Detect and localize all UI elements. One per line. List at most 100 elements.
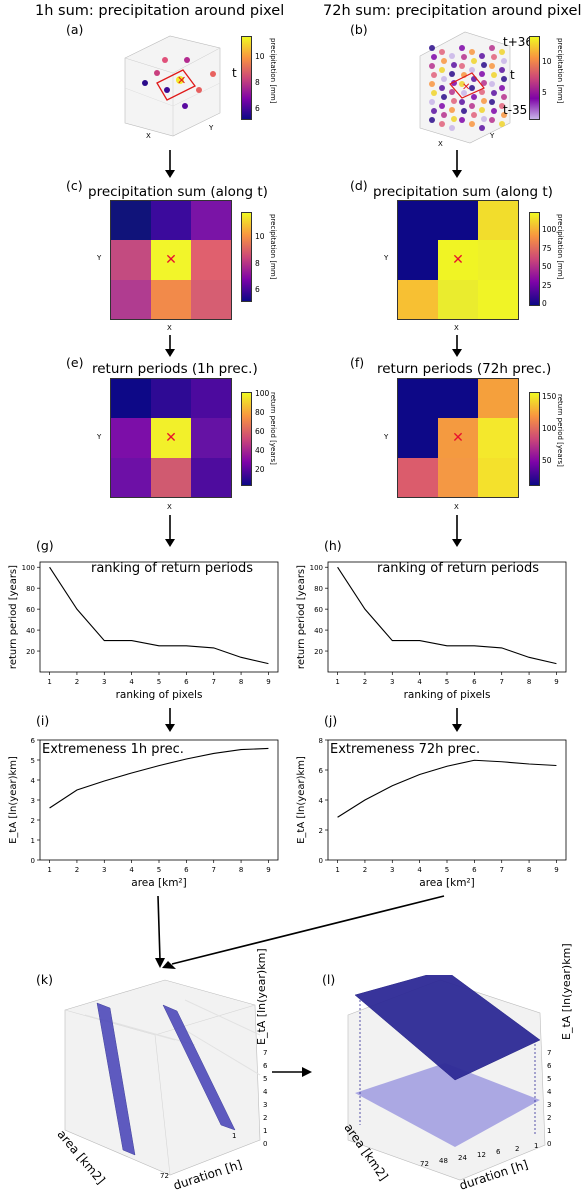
precip-point	[459, 117, 465, 123]
x-tick-label: 6	[184, 678, 189, 686]
precip-point	[439, 49, 445, 55]
duration-tick-label: 2	[515, 1145, 520, 1153]
precip-point	[441, 94, 447, 100]
y-tick-label: 40	[26, 627, 35, 635]
heatmap-cell	[191, 457, 231, 497]
colorbar-c-tick: 8	[255, 259, 260, 268]
x-axis-label: area [km²]	[131, 877, 186, 889]
precip-point	[431, 72, 437, 78]
heatmap-f: ✕	[397, 378, 519, 498]
precip-point	[439, 121, 445, 127]
colorbar-c-tick: 6	[255, 285, 260, 294]
x-tick-label: 6	[472, 866, 477, 874]
colorbar-d	[529, 212, 540, 306]
heatmap-cell	[151, 379, 191, 419]
svg-text:3: 3	[263, 1101, 267, 1109]
plot-frame	[327, 739, 567, 861]
precip-point	[431, 54, 437, 60]
extremeness-chart-72h: 1 2 3 4 5 6 7 8 9 8 6 4 2 0 Extremeness 72h prec. area …	[296, 737, 567, 889]
heatmap-cell	[191, 379, 231, 419]
precip-point	[471, 94, 477, 100]
right-column-title: 72h sum: precipitation around pixel	[323, 3, 581, 19]
colorbar-f-tick: 150	[542, 392, 557, 401]
precip-point	[489, 81, 495, 87]
precip-point	[429, 63, 435, 69]
panel-label-f: (f)	[350, 355, 365, 370]
y-tick-label: 0	[31, 857, 35, 865]
y-tick-label: 60	[314, 606, 323, 614]
chart-title: Extremeness 72h prec.	[330, 742, 480, 757]
precip-point	[459, 99, 465, 105]
precip-point	[479, 53, 485, 59]
heatmap-cell	[111, 279, 151, 319]
precip-point	[489, 117, 495, 123]
x-tick-label: 4	[129, 866, 134, 874]
x-tick-label: 2	[363, 678, 367, 686]
panel-d-title: precipitation sum (along t)	[373, 184, 553, 200]
y-tick-label: 6	[31, 737, 36, 745]
colorbar-a-tick: 8	[255, 78, 260, 87]
x-axis-label: ranking of pixels	[404, 689, 491, 701]
y-tick-label: 3	[31, 797, 35, 805]
svg-text:3: 3	[547, 1101, 551, 1109]
svg-text:2: 2	[263, 1114, 267, 1122]
x-tick-label: 5	[445, 866, 449, 874]
ranking-chart-1h: 1 2 3 4 5 6 7 8 9 100 80 60 40 20 ranking of return pe…	[8, 561, 279, 701]
heatmap-e-y-label: Y	[97, 433, 102, 441]
cube-a-t-label: t	[232, 66, 237, 80]
heatmap-cell	[111, 201, 151, 241]
precip-point	[501, 58, 507, 64]
heatmap-cell	[111, 379, 151, 419]
duration-tick-label: 1	[534, 1142, 539, 1150]
heatmap-cell	[398, 457, 438, 497]
arrow-down-icon	[165, 335, 175, 357]
svg-text:1: 1	[547, 1127, 551, 1135]
precip-point	[449, 125, 455, 131]
colorbar-e-tick: 80	[255, 408, 265, 417]
x-tick-label: 2	[75, 678, 79, 686]
precip-point	[491, 72, 497, 78]
precip-point	[499, 121, 505, 127]
svg-text:✕: ✕	[177, 74, 186, 87]
arrow-down-icon	[165, 150, 175, 178]
precip-point	[441, 112, 447, 118]
colorbar-b-label: precipitation [mm]	[556, 38, 564, 104]
x-tick-label: 8	[239, 866, 243, 874]
svg-text:5: 5	[263, 1075, 267, 1083]
y-tick-label: 60	[26, 606, 35, 614]
x-tick-label: 3	[390, 678, 394, 686]
heatmap-f-x-label: X	[454, 503, 459, 511]
converge-arrows	[155, 895, 445, 969]
heatmap-d-x-label: X	[454, 324, 459, 332]
cube-b-t-plus: t+36	[503, 35, 534, 49]
heatmap-cell	[478, 279, 518, 319]
colorbar-a-tick: 6	[255, 104, 260, 113]
duration-tick-label: 6	[496, 1148, 501, 1156]
extremeness-chart-1h: 1 2 3 4 5 6 7 8 9 6 5 4 3 2 1 0 Extremeness 1h prec. area…	[8, 737, 279, 889]
precip-point	[431, 90, 437, 96]
precip-point	[479, 125, 485, 131]
svg-text:0: 0	[263, 1140, 267, 1148]
y-axis-label: E_tA [ln(year)km]	[296, 756, 307, 844]
x-tick-label: 5	[157, 866, 161, 874]
heatmap-cell	[398, 240, 438, 280]
y-tick-label: 4	[319, 797, 324, 805]
arrow-down-icon	[452, 335, 462, 357]
panel-label-c: (c)	[66, 178, 83, 193]
precip-point	[499, 67, 505, 73]
precip-point	[489, 63, 495, 69]
heatmap-d: ✕	[397, 200, 519, 320]
colorbar-f-tick: 100	[542, 424, 557, 433]
x-tick-label: 8	[527, 678, 531, 686]
precip-point	[471, 58, 477, 64]
colorbar-e	[241, 392, 252, 486]
x-tick-label: 9	[266, 678, 270, 686]
heatmap-f-y-label: Y	[384, 433, 389, 441]
y-tick-label: 80	[26, 585, 35, 593]
precip-point	[439, 85, 445, 91]
x-tick-label: 3	[102, 678, 106, 686]
plot-frame	[39, 739, 279, 861]
x-tick-label: 7	[211, 866, 215, 874]
heatmap-cell	[478, 418, 518, 458]
x-tick-label: 6	[184, 866, 189, 874]
